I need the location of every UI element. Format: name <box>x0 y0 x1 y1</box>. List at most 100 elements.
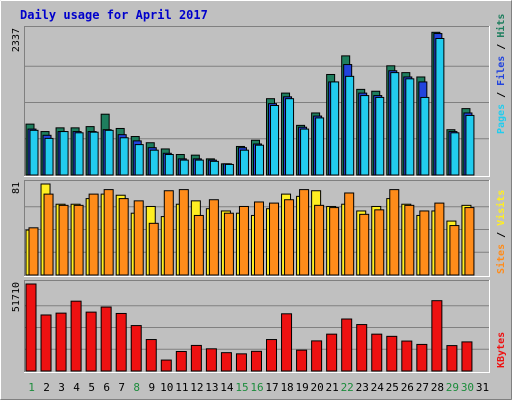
hits-files-pages-bar-pages-day-1 <box>29 129 39 176</box>
hits-files-pages-bar-pages-day-11 <box>179 159 189 176</box>
kbytes-bar-kbytes-day-28 <box>431 300 443 372</box>
hits-files-pages-bar-pages-day-28 <box>435 38 445 176</box>
visits-sites-bar-sites-day-11 <box>178 189 189 276</box>
x-tick-label-30: 30 <box>461 381 474 394</box>
x-tick-label-5: 5 <box>88 381 95 394</box>
kbytes-bar-kbytes-day-20 <box>311 340 323 372</box>
hits-files-pages-ymax-label: 2337 <box>11 28 22 52</box>
x-tick-label-12: 12 <box>190 381 203 394</box>
x-tick-label-21: 21 <box>326 381 339 394</box>
hits-files-pages-bar-pages-day-23 <box>360 95 370 176</box>
hits-files-pages-legend: Pages / Files / Hits <box>495 14 507 134</box>
x-tick-label-13: 13 <box>205 381 218 394</box>
visits-sites-bar-sites-day-22 <box>344 192 355 276</box>
visits-sites-bar-sites-day-15 <box>238 205 249 276</box>
kbytes-bar-kbytes-day-5 <box>85 311 97 372</box>
kbytes-bar-kbytes-day-17 <box>266 339 278 372</box>
visits-sites-bar-sites-day-19 <box>299 189 310 276</box>
hits-files-pages-bar-pages-day-10 <box>164 154 174 176</box>
x-tick-label-9: 9 <box>148 381 155 394</box>
visits-sites-bar-sites-day-14 <box>223 212 234 276</box>
kbytes-legend: KBytes <box>496 332 507 368</box>
hits-files-pages-bar-pages-day-17 <box>270 105 280 176</box>
kbytes-bar-kbytes-day-9 <box>145 339 157 372</box>
x-tick-label-3: 3 <box>58 381 65 394</box>
x-tick-label-8: 8 <box>133 381 140 394</box>
hits-files-pages-bar-pages-day-21 <box>330 81 340 176</box>
hits-files-pages-bar-pages-day-27 <box>420 96 430 176</box>
x-tick-label-26: 26 <box>401 381 414 394</box>
x-tick-label-20: 20 <box>311 381 324 394</box>
visits-sites-legend-sites: Sites <box>495 244 507 274</box>
visits-sites-bar-sites-day-30 <box>464 207 475 276</box>
kbytes-bar-kbytes-day-6 <box>100 306 112 372</box>
hits-files-pages-bar-pages-day-15 <box>239 149 249 176</box>
hits-files-pages-legend-separator: / <box>496 38 507 56</box>
kbytes-bar-kbytes-day-4 <box>70 300 82 372</box>
hits-files-pages-bar-pages-day-6 <box>104 129 114 176</box>
visits-sites-bar-sites-day-21 <box>329 207 340 276</box>
kbytes-bar-kbytes-day-24 <box>371 333 383 372</box>
hits-files-pages-bar-pages-day-3 <box>59 131 69 176</box>
visits-sites-bar-sites-day-28 <box>434 202 445 276</box>
hits-files-pages-bar-pages-day-5 <box>89 131 99 176</box>
hits-files-pages-bar-pages-day-29 <box>450 132 460 176</box>
kbytes-bar-kbytes-day-18 <box>281 313 293 372</box>
visits-sites-bar-sites-day-10 <box>163 190 174 276</box>
hits-files-pages-bar-pages-day-30 <box>465 114 475 176</box>
visits-sites-bar-sites-day-18 <box>284 199 295 276</box>
x-tick-label-7: 7 <box>118 381 125 394</box>
visits-sites-bar-sites-day-13 <box>208 199 219 276</box>
hits-files-pages-bar-pages-day-7 <box>119 137 129 176</box>
visits-sites-bar-sites-day-7 <box>118 198 129 276</box>
x-tick-label-19: 19 <box>295 381 308 394</box>
kbytes-bar-kbytes-day-26 <box>401 340 413 372</box>
hits-files-pages-bar-pages-day-18 <box>285 98 295 176</box>
kbytes-bar-kbytes-day-14 <box>220 352 232 372</box>
hits-files-pages-bar-pages-day-14 <box>224 163 234 176</box>
visits-sites-bar-sites-day-1 <box>28 227 39 276</box>
visits-sites-legend-visits: Visits <box>495 190 507 226</box>
x-tick-label-29: 29 <box>446 381 459 394</box>
visits-sites-bar-sites-day-16 <box>253 201 264 276</box>
x-tick-label-18: 18 <box>280 381 293 394</box>
hits-files-pages-legend-files: Files <box>495 56 507 86</box>
x-tick-label-28: 28 <box>431 381 444 394</box>
visits-sites-legend: Sites / Visits <box>495 190 507 274</box>
kbytes-bar-kbytes-day-25 <box>386 335 398 372</box>
hits-files-pages-bar-pages-day-19 <box>300 128 310 176</box>
kbytes-bar-kbytes-day-15 <box>235 353 247 372</box>
x-tick-label-4: 4 <box>73 381 80 394</box>
x-tick-label-10: 10 <box>160 381 173 394</box>
x-tick-label-6: 6 <box>103 381 110 394</box>
visits-sites-bar-sites-day-23 <box>359 213 370 276</box>
x-tick-label-2: 2 <box>43 381 50 394</box>
visits-sites-bar-sites-day-24 <box>374 209 385 276</box>
x-tick-labels: 1 2 3 4 5 6 7 8 9 10 11 12 13 14 15 16 17 18 19 20 21 22 23 24 2… <box>28 381 489 394</box>
hits-files-pages-bar-pages-day-4 <box>74 132 84 176</box>
visits-sites-bar-sites-day-20 <box>314 204 325 276</box>
x-tick-label-23: 23 <box>356 381 369 394</box>
x-tick-label-25: 25 <box>386 381 399 394</box>
visits-sites-bar-sites-day-12 <box>193 214 204 276</box>
hits-files-pages-bar-pages-day-25 <box>390 72 400 176</box>
visits-sites-bar-sites-day-6 <box>103 189 114 276</box>
hits-files-pages-bar-pages-day-2 <box>44 137 54 176</box>
x-tick-label-16: 16 <box>250 381 263 394</box>
kbytes-bar-kbytes-day-16 <box>250 350 262 372</box>
x-tick-label-17: 17 <box>265 381 278 394</box>
panel-kbytes: 51710 KBytes <box>11 280 507 373</box>
kbytes-bar-kbytes-day-12 <box>190 344 202 372</box>
hits-files-pages-bar-pages-day-20 <box>315 117 325 176</box>
x-tick-label-11: 11 <box>175 381 188 394</box>
x-tick-label-14: 14 <box>220 381 234 394</box>
visits-sites-bar-sites-day-9 <box>148 222 159 276</box>
hits-files-pages-legend-pages: Pages <box>496 104 507 134</box>
kbytes-bar-kbytes-day-2 <box>40 314 52 372</box>
hits-files-pages-legend-separator: / <box>496 86 507 104</box>
hits-files-pages-bar-pages-day-8 <box>134 144 144 176</box>
x-tick-label-24: 24 <box>371 381 385 394</box>
hits-files-pages-bar-pages-day-26 <box>405 78 415 176</box>
x-tick-label-15: 15 <box>235 381 248 394</box>
